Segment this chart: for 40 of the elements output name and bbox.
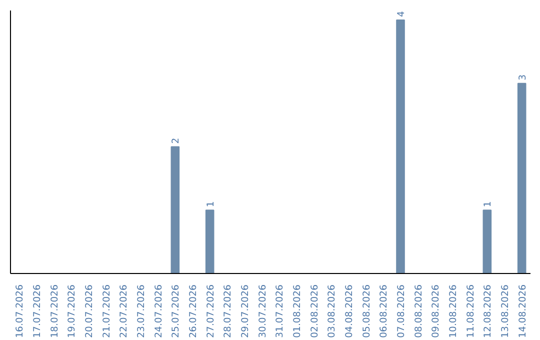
x-tick-label: 25.07.2026: [170, 284, 182, 338]
x-tick-label: 03.08.2026: [326, 284, 338, 338]
x-tick-label: 12.08.2026: [482, 284, 494, 338]
x-tick-label: 02.08.2026: [309, 284, 320, 338]
bar: [482, 210, 492, 274]
x-tick-label: 04.08.2026: [344, 284, 355, 338]
x-tick-label: 01.08.2026: [292, 284, 303, 338]
bar: [396, 20, 405, 274]
x-tick-label: 05.08.2026: [361, 284, 372, 338]
x-tick-label: 23.07.2026: [136, 284, 147, 338]
x-tick-label: 21.07.2026: [101, 284, 112, 338]
x-tick-label: 09.08.2026: [430, 284, 442, 338]
x-tick-label: 20.07.2026: [84, 284, 95, 338]
x-tick-label: 11.08.2026: [465, 284, 476, 338]
data-label: 2: [170, 138, 182, 144]
x-tick-label: 27.07.2026: [205, 284, 216, 338]
data-label: 4: [396, 11, 407, 18]
x-tick-label: 07.08.2026: [396, 284, 407, 338]
x-tick-label: 28.07.2026: [222, 284, 234, 338]
x-tick-label: 30.07.2026: [257, 284, 268, 338]
x-tick-label: 08.08.2026: [413, 284, 424, 338]
x-tick-label: 24.07.2026: [153, 284, 164, 338]
x-tick-label: 22.07.2026: [118, 284, 130, 338]
bar: [170, 146, 180, 274]
bar: [517, 82, 526, 274]
x-tick-label: 19.07.2026: [66, 284, 78, 338]
data-label: 1: [205, 201, 216, 208]
x-tick-label: 17.07.2026: [32, 284, 43, 338]
x-tick-label: 18.07.2026: [49, 284, 60, 338]
data-label: 3: [517, 74, 528, 80]
bar: [205, 210, 214, 274]
x-tick-label: 13.08.2026: [500, 284, 511, 338]
x-tick-label: 26.07.2026: [188, 284, 199, 338]
x-tick-label: 16.07.2026: [14, 284, 26, 338]
x-tick-label: 14.08.2026: [517, 284, 528, 338]
x-tick-label: 10.08.2026: [448, 284, 459, 338]
data-label: 1: [482, 201, 494, 208]
x-tick-label: 29.07.2026: [240, 284, 251, 338]
x-tick-label: 06.08.2026: [378, 284, 390, 338]
x-tick-label: 31.07.2026: [274, 284, 286, 338]
